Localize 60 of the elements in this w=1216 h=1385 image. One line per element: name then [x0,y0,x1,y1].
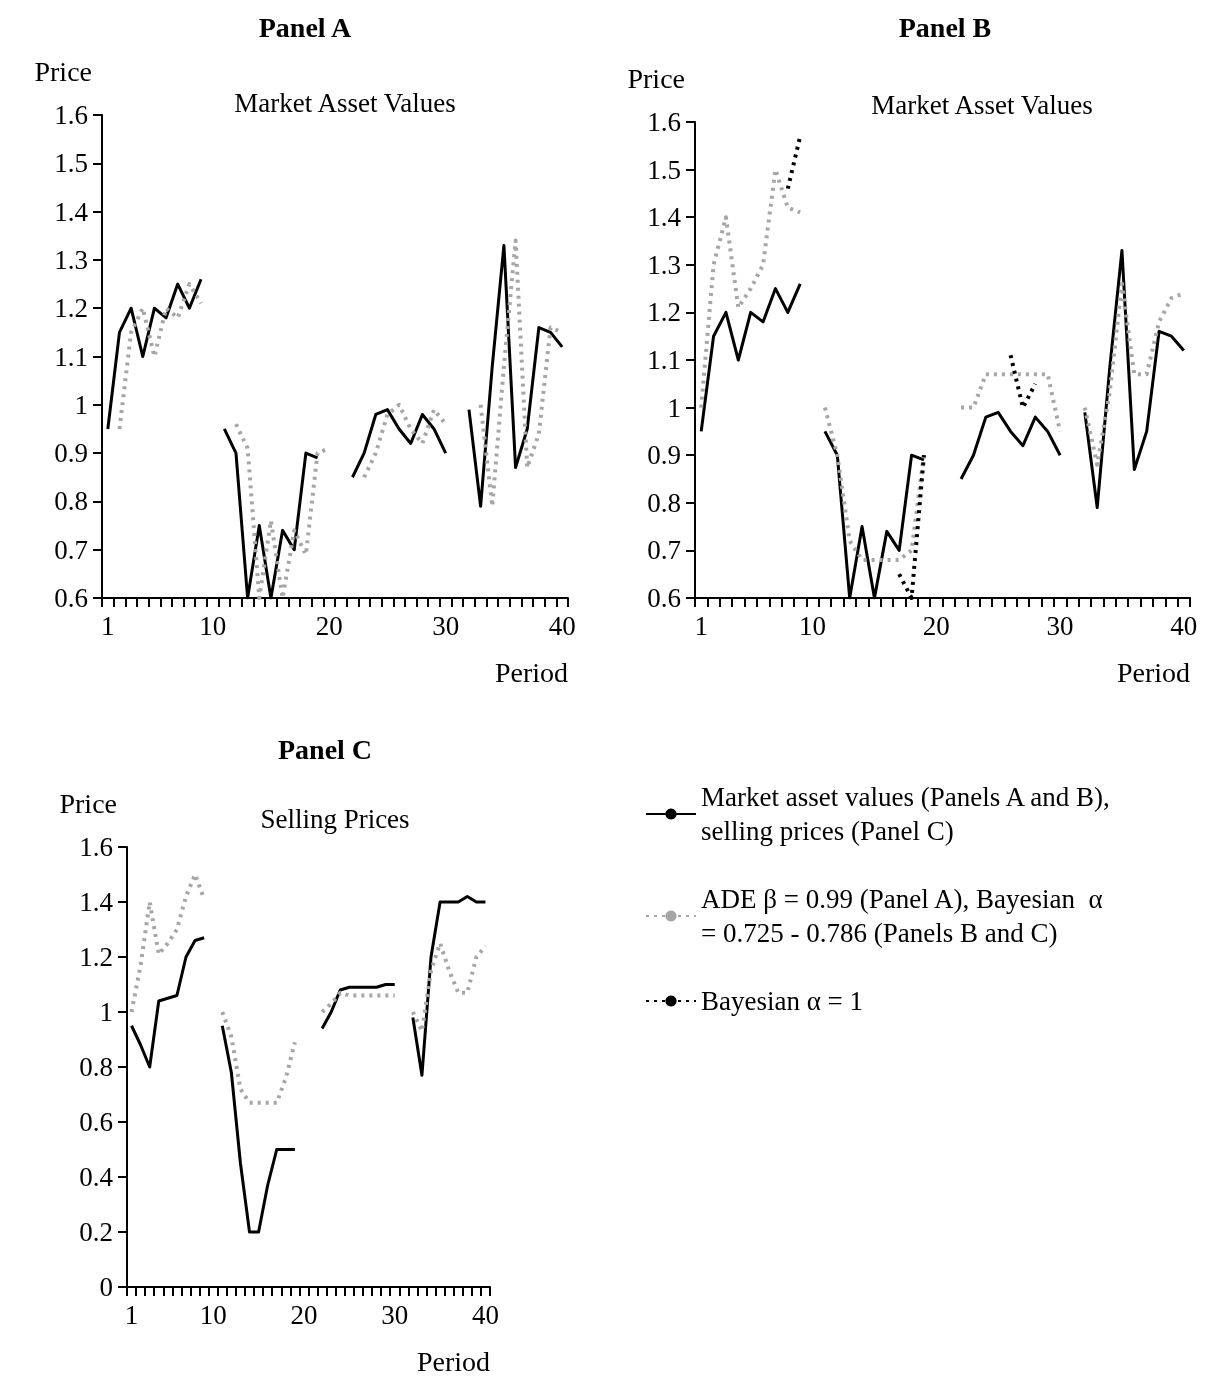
chart-title: Panel C [277,733,373,765]
legend-label: Market asset values (Panels A and B), selling prices (Panel C) [701,782,1117,846]
y-tick-label: 1.2 [647,297,681,328]
x-tick-label: 40 [1170,610,1198,641]
y-tick-label: 1.4 [647,202,682,233]
x-tick-label: 30 [1046,610,1074,641]
y-axis-title: Price [627,62,685,94]
y-tick-label: 0.6 [647,583,681,613]
y-tick-label: 0.9 [54,438,88,469]
y-tick-label: 1.6 [647,107,681,137]
y-tick-label: 0.4 [79,1162,114,1192]
x-tick-label: 40 [471,1299,499,1330]
y-tick-label: 1.6 [79,832,113,862]
y-tick-label: 1 [99,997,113,1027]
y-tick-label: 1.2 [79,942,113,972]
y-tick-label: 1.4 [79,887,114,917]
x-tick-label: 20 [290,1299,318,1330]
y-tick-label: 0.8 [647,487,681,518]
x-tick-label: 1 [124,1299,139,1330]
legend-label: Bayesian α = 1 [701,986,864,1016]
chart-title: Panel B [898,11,992,43]
y-tick-label: 1.4 [54,196,89,227]
x-axis-title: Period [416,1345,490,1377]
y-tick-label: 1.5 [54,148,88,179]
y-tick-label: 1.1 [647,345,681,375]
chart-title: Panel A [258,11,353,43]
x-tick-label: 10 [799,610,827,641]
chart-subtitle: Market Asset Values [871,89,1093,120]
x-axis-title: Period [1116,656,1190,688]
y-tick-label: 1.2 [54,293,88,324]
y-tick-label: 1 [667,392,681,423]
y-tick-label: 0.7 [54,534,88,565]
legend-label: ADE β = 0.99 (Panel A), Bayesian α = 0.725 - 0.786 (Panels B and C) [701,884,1110,948]
y-tick-label: 1.5 [647,154,681,185]
x-tick-label: 20 [922,610,950,641]
y-axis-title: Price [34,55,92,87]
y-tick-label: 0.8 [79,1052,113,1082]
y-tick-label: 0.9 [647,440,681,471]
x-tick-label: 30 [381,1299,409,1330]
y-tick-label: 0.8 [54,486,88,517]
x-tick-label: 1 [694,610,708,641]
y-tick-label: 0.6 [54,583,88,613]
x-tick-label: 10 [199,1299,227,1330]
x-tick-label: 40 [548,610,576,641]
y-tick-label: 1 [74,389,88,420]
x-tick-label: 30 [432,610,460,641]
x-axis-title: Period [494,656,568,688]
y-tick-label: 1.6 [54,100,88,130]
y-tick-label: 0.7 [647,535,681,566]
x-tick-label: 20 [315,610,343,641]
y-tick-label: 0 [99,1272,113,1302]
x-tick-label: 10 [199,610,227,641]
y-tick-label: 0.2 [79,1217,113,1247]
chart-subtitle: Selling Prices [260,803,410,834]
y-tick-label: 1.3 [647,249,681,280]
y-tick-label: 1.1 [54,341,88,372]
y-axis-title: Price [59,787,117,819]
y-tick-label: 1.3 [54,244,88,275]
chart-subtitle: Market Asset Values [234,87,456,118]
y-tick-label: 0.6 [79,1107,113,1137]
